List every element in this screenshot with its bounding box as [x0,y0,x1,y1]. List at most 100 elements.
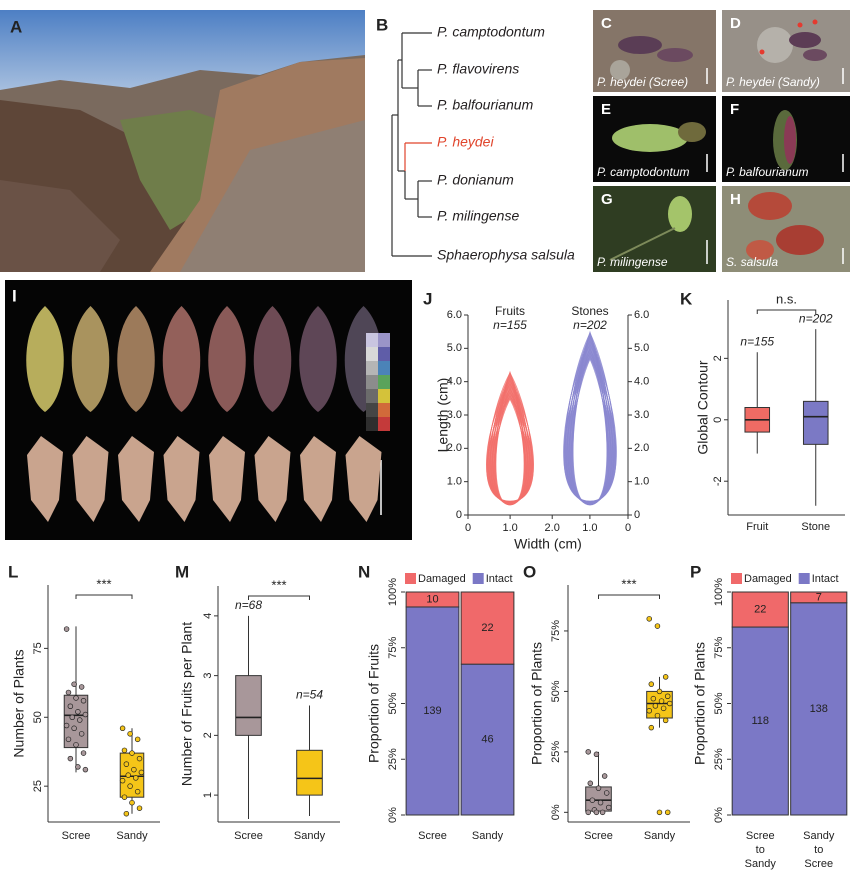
legend-swatch [731,573,742,584]
significance: n.s. [776,291,797,306]
point [136,805,143,811]
stone-photo [254,436,291,522]
y2-tick-label: 3.0 [634,409,649,421]
y-tick-label: 2.0 [447,442,462,454]
legend-label: Intact [486,573,513,585]
y-tick-label: 25% [387,748,399,770]
tip-label: P. milingense [437,208,519,224]
photo-h [722,186,850,272]
photo-i [5,280,412,540]
point [67,703,74,710]
point [652,703,659,709]
value-label: 7 [816,591,822,603]
sig-bracket [248,595,310,600]
n-label: n=68 [235,598,262,612]
y-axis-title: Proportion of Plants [529,642,545,765]
tip-label: P. camptodontum [437,24,545,40]
point [123,761,130,767]
x-tick-label: Scree [234,830,263,842]
y-tick-label: 25% [713,748,725,770]
legend-label: Intact [812,573,839,585]
y-tick-label: 1.0 [447,476,462,488]
photo-caption: P. camptodontum [597,165,690,179]
color-chart [366,375,378,389]
x2-tick-label: 0 [625,522,631,534]
point [75,764,81,770]
point [666,700,673,707]
y-tick-label: 50% [550,680,562,702]
point [82,766,89,773]
point [656,809,663,816]
point [82,711,89,718]
y-tick-label: 75% [713,637,725,659]
photo-letter: D [730,15,741,32]
color-chart [366,347,378,361]
bar-segment [731,626,789,816]
y-tick-label: -2 [712,476,724,486]
value-label: 46 [481,733,493,745]
point [73,695,79,701]
y-tick-label: 75% [550,620,562,642]
color-chart [378,375,390,389]
color-chart [366,361,378,375]
panel-label: A [10,17,22,36]
y-tick-label: 2 [712,355,724,361]
group-name: Fruits [495,304,525,318]
point [601,773,608,779]
outline [489,392,531,503]
y-tick-label: 4.0 [447,376,462,388]
legend-swatch [798,573,810,584]
point [121,794,128,800]
point [654,623,661,629]
color-chart [378,417,390,431]
point [129,799,135,806]
fruit-photo [299,306,337,412]
y2-tick-label: 1.0 [634,476,649,488]
point [125,772,131,778]
n-label: n=54 [296,688,323,702]
point [599,809,606,816]
y-tick-label: 25 [32,780,44,792]
panel-label: L [8,562,18,581]
point [585,809,592,816]
x-tick-label: 0 [465,522,471,534]
scale-bars [706,68,844,264]
value-label: 118 [751,715,769,727]
y-axis-title: Proportion of Plants [692,642,708,765]
y-tick-label: 0 [456,509,462,521]
sig-bracket [75,594,133,599]
y-axis-title: Proportion of Fruits [366,644,382,763]
outline [563,339,617,502]
fruit-photo [208,306,246,412]
point [585,749,592,755]
tree-tips: P. camptodontum P. flavovirens P. balfouri… [437,24,575,263]
y-tick-label: 100% [387,578,399,606]
y2-tick-label: 5.0 [634,342,649,354]
bar-segment [731,591,789,628]
box [235,675,262,736]
point [664,693,671,699]
stone-photo [163,436,200,522]
point [134,736,141,743]
x-tick-label: Scree [418,830,447,842]
point [593,751,600,758]
color-chart [378,361,390,375]
fruit-photo [162,306,201,412]
y-tick-label: 1 [202,792,214,798]
point [136,755,143,762]
y-axis-title: Number of Plants [11,649,27,757]
point [134,788,141,795]
n-label: n=155 [740,334,774,348]
x-tick-label: Stone [801,521,830,533]
tip-label: P. flavovirens [437,61,519,77]
significance: *** [271,577,286,592]
bar-segment [405,591,460,608]
photo-caption: P. balfourianum [726,165,809,179]
value-label: 22 [754,603,766,615]
point [138,769,145,776]
stone-photo [345,436,382,522]
y-tick-label: 0% [713,807,725,823]
legend-swatch [472,573,484,584]
value-label: 22 [481,622,493,634]
